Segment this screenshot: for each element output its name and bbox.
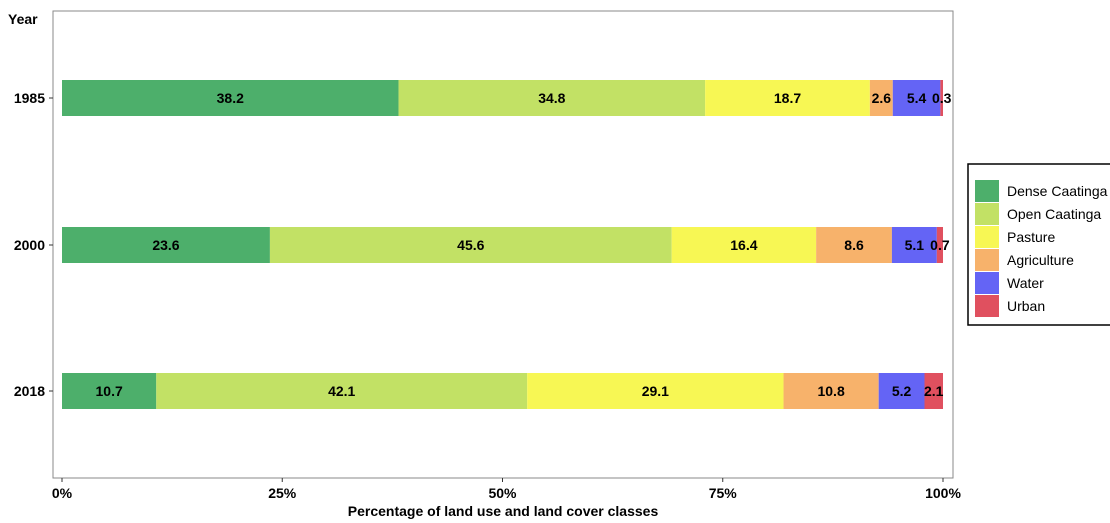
bar-segment-2000-dense-caatinga (62, 227, 270, 263)
data-label: 23.6 (152, 237, 179, 253)
bar-segment-2018-pasture (527, 373, 784, 409)
data-label: 5.4 (907, 90, 927, 106)
bar-segment-2018-water (878, 373, 925, 409)
legend-swatch (975, 226, 999, 248)
legend-swatch (975, 295, 999, 317)
y-tick-label: 2018 (14, 383, 45, 399)
legend: Dense Caatinga Open Caatinga Pasture Agricu… (967, 163, 1110, 326)
bar-segment-2018-urban (924, 373, 943, 409)
x-tick-label: 25% (268, 485, 297, 501)
x-ticks-group: 0% 25% 50% 75% 100% (52, 478, 961, 501)
legend-label: Agriculture (1007, 252, 1074, 268)
bar-segment-2000-water (891, 227, 937, 263)
legend-swatch (975, 272, 999, 294)
y-tick-label: 1985 (14, 90, 45, 106)
bar-segment-2000-pasture (671, 227, 817, 263)
bar-segment-2018-dense-caatinga (62, 373, 157, 409)
x-tick-label: 100% (925, 485, 961, 501)
bar-segment-2018-agriculture (783, 373, 879, 409)
bar-segment-2000-urban (936, 227, 943, 263)
data-label: 10.7 (96, 383, 123, 399)
data-label: 45.6 (457, 237, 484, 253)
data-label: 34.8 (538, 90, 565, 106)
x-tick-label: 75% (709, 485, 738, 501)
bar-segment-2000-agriculture (816, 227, 892, 263)
bar-segment-2018-open-caatinga (156, 373, 528, 409)
bar-segment-1985-water (892, 80, 941, 116)
data-label: 2.1 (924, 383, 944, 399)
data-label: 5.1 (905, 237, 925, 253)
x-tick-label: 50% (488, 485, 517, 501)
data-label: 5.2 (892, 383, 912, 399)
y-ticks-group: 1985 2000 2018 (14, 90, 53, 399)
data-label: 10.8 (817, 383, 844, 399)
legend-swatch (975, 180, 999, 202)
bar-segment-1985-urban (940, 80, 943, 116)
bar-segment-1985-agriculture (869, 80, 893, 116)
x-axis-title: Percentage of land use and land cover cl… (348, 503, 659, 519)
data-label: 42.1 (328, 383, 355, 399)
legend-label: Water (1007, 275, 1044, 291)
legend-label: Open Caatinga (1007, 206, 1101, 222)
y-tick-label: 2000 (14, 237, 45, 253)
bar-segment-1985-open-caatinga (398, 80, 706, 116)
y-axis-title: Year (8, 11, 38, 27)
data-label: 8.6 (844, 237, 864, 253)
legend-label: Dense Caatinga (1007, 183, 1108, 199)
bar-segment-1985-pasture (705, 80, 870, 116)
legend-swatch (975, 249, 999, 271)
data-label: 2.6 (872, 90, 892, 106)
legend-label: Pasture (1007, 229, 1055, 245)
data-label: 0.3 (932, 90, 952, 106)
data-label: 16.4 (730, 237, 757, 253)
legend-swatch (975, 203, 999, 225)
x-tick-label: 0% (52, 485, 73, 501)
data-label: 38.2 (217, 90, 244, 106)
data-label: 18.7 (774, 90, 801, 106)
bar-segment-2000-open-caatinga (269, 227, 672, 263)
data-label: 29.1 (642, 383, 669, 399)
bars-group: 38.2 34.8 18.7 2.6 5.4 0.3 23.6 45.6 16.4 8.6 5.1 0… (62, 80, 952, 409)
bar-segment-1985-dense-caatinga (62, 80, 399, 116)
legend-label: Urban (1007, 298, 1045, 314)
data-label: 0.7 (930, 237, 950, 253)
